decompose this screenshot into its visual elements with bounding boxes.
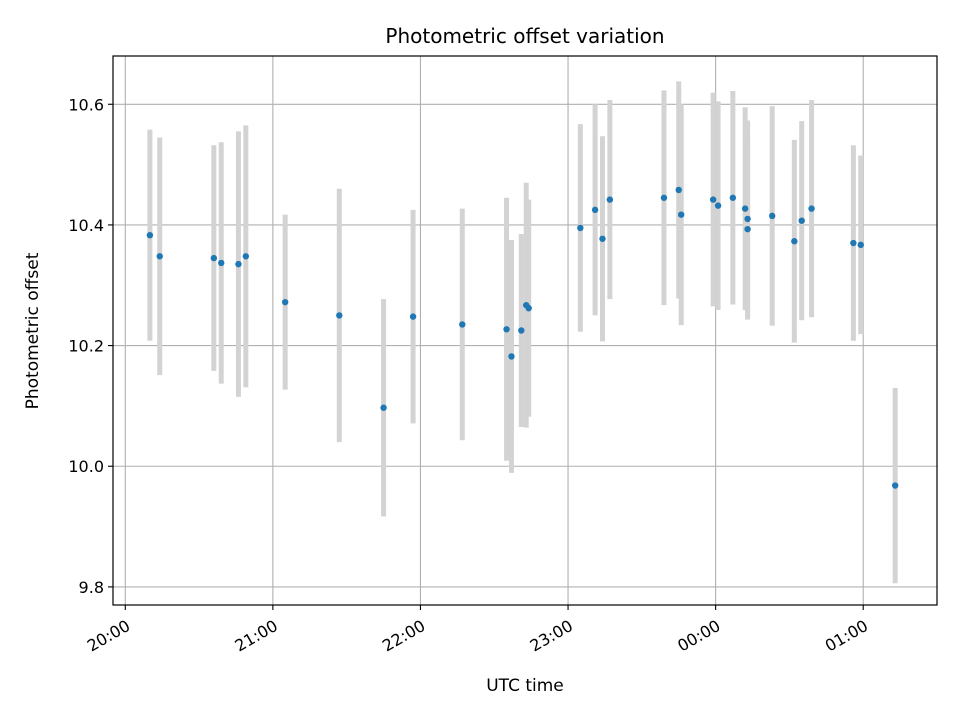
data-points <box>146 186 899 489</box>
y-axis-label: Photometric offset <box>23 252 43 409</box>
y-tick-label: 10.4 <box>68 216 104 235</box>
data-point <box>503 326 510 333</box>
data-point <box>677 211 685 218</box>
data-point <box>744 215 751 223</box>
data-point <box>714 202 722 209</box>
data-point <box>744 225 751 233</box>
data-point <box>281 298 289 306</box>
chart-title: Photometric offset variation <box>385 24 664 48</box>
data-point <box>146 231 154 239</box>
data-point <box>857 241 864 249</box>
data-point <box>242 253 250 260</box>
y-tick-label: 10.0 <box>68 457 104 476</box>
data-point <box>599 235 606 242</box>
y-tick-label: 9.8 <box>79 578 104 597</box>
data-point <box>508 353 515 360</box>
data-point <box>606 196 614 203</box>
data-point <box>525 304 532 312</box>
data-point <box>769 212 776 220</box>
data-point <box>459 321 466 328</box>
data-point <box>336 312 343 319</box>
data-point <box>218 259 225 267</box>
data-point <box>591 206 599 214</box>
data-point <box>210 254 218 262</box>
plot-frame <box>112 55 938 606</box>
data-point <box>156 253 163 260</box>
data-point <box>798 217 805 224</box>
data-point <box>729 194 737 201</box>
data-point <box>577 224 584 232</box>
y-tick-label: 10.6 <box>68 95 104 114</box>
data-point <box>791 238 798 245</box>
data-point <box>660 194 668 201</box>
data-point <box>675 186 682 194</box>
data-point <box>235 260 242 268</box>
x-axis-label: UTC time <box>486 676 564 696</box>
data-point <box>741 205 749 212</box>
data-point <box>518 327 525 334</box>
y-axis-ticks: 9.8 10.0 10.2 10.4 10.6 <box>68 95 113 597</box>
data-point <box>891 482 899 489</box>
data-point <box>808 205 815 212</box>
y-tick-label: 10.2 <box>68 337 104 356</box>
data-point <box>709 196 717 203</box>
data-point <box>850 239 857 247</box>
data-point <box>380 404 387 411</box>
data-point <box>409 313 417 320</box>
